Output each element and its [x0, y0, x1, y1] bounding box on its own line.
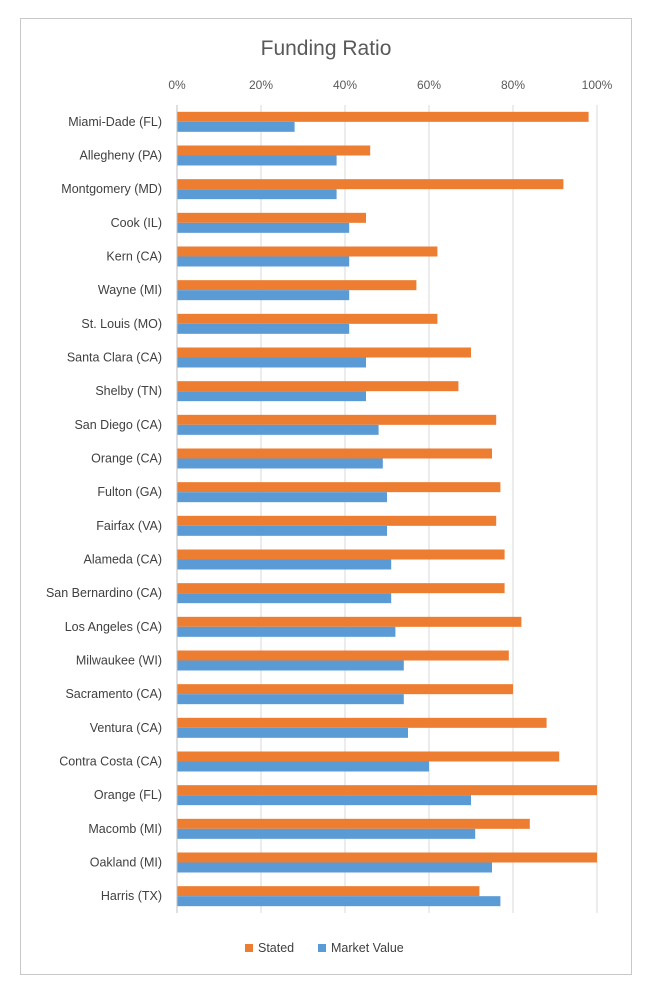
bar-market-value — [177, 458, 383, 469]
category-label: San Bernardino (CA) — [46, 586, 162, 600]
bar-stated — [177, 145, 371, 156]
x-tick-label: 40% — [333, 78, 357, 92]
category-label: St. Louis (MO) — [81, 317, 162, 331]
x-tick-label: 60% — [417, 78, 441, 92]
bar-stated — [177, 448, 492, 459]
bar-market-value — [177, 828, 476, 839]
bar-market-value — [177, 492, 387, 503]
category-label: Fulton (GA) — [97, 485, 162, 499]
bar-market-value — [177, 121, 295, 132]
category-label: Milwaukee (WI) — [76, 654, 162, 668]
bar-market-value — [177, 795, 471, 806]
chart-title: Funding Ratio — [261, 37, 392, 60]
x-tick-label: 100% — [582, 78, 613, 92]
bar-stated — [177, 886, 480, 897]
category-label: Macomb (MI) — [88, 822, 162, 836]
bar-stated — [177, 852, 597, 863]
category-label: Orange (CA) — [91, 452, 162, 466]
bar-market-value — [177, 694, 404, 705]
bar-market-value — [177, 155, 337, 166]
category-label: Allegheny (PA) — [80, 149, 162, 163]
bar-market-value — [177, 626, 396, 637]
bar-market-value — [177, 862, 492, 873]
bar-market-value — [177, 323, 350, 334]
category-label: Montgomery (MD) — [61, 182, 162, 196]
bar-market-value — [177, 222, 350, 233]
category-label: Orange (FL) — [94, 788, 162, 802]
bar-stated — [177, 549, 505, 560]
category-label: Los Angeles (CA) — [65, 620, 162, 634]
bar-stated — [177, 717, 547, 728]
category-label: San Diego (CA) — [74, 418, 162, 432]
bar-stated — [177, 246, 438, 257]
category-label: Santa Clara (CA) — [67, 351, 162, 365]
category-label: Sacramento (CA) — [65, 687, 162, 701]
bar-stated — [177, 684, 513, 695]
category-label: Alameda (CA) — [84, 553, 163, 567]
bar-market-value — [177, 525, 387, 536]
category-label: Ventura (CA) — [90, 721, 162, 735]
bar-stated — [177, 818, 530, 829]
bar-market-value — [177, 391, 366, 402]
bar-market-value — [177, 256, 350, 267]
category-label: Oakland (MI) — [90, 856, 162, 870]
bar-stated — [177, 482, 501, 493]
bar-market-value — [177, 593, 392, 604]
category-label: Harris (TX) — [101, 889, 162, 903]
category-label: Cook (IL) — [111, 216, 162, 230]
bar-stated — [177, 111, 589, 122]
bar-market-value — [177, 559, 392, 570]
bar-stated — [177, 381, 459, 392]
legend-label: Market Value — [331, 941, 404, 955]
bar-stated — [177, 751, 560, 762]
bar-stated — [177, 616, 522, 627]
x-tick-label: 0% — [168, 78, 186, 92]
x-axis-ticks: 0% 20% 40% 60% 80% 100% — [168, 78, 612, 92]
category-label: Fairfax (VA) — [96, 519, 162, 533]
bar-market-value — [177, 189, 337, 200]
bar-market-value — [177, 424, 379, 435]
legend-swatch — [245, 944, 253, 952]
bar-stated — [177, 650, 509, 661]
bar-stated — [177, 515, 497, 526]
bar-stated — [177, 414, 497, 425]
bar-market-value — [177, 896, 501, 907]
legend: Stated Market Value — [245, 941, 404, 955]
category-label: Miami-Dade (FL) — [68, 115, 162, 129]
category-label: Shelby (TN) — [95, 384, 162, 398]
bar-market-value — [177, 727, 408, 738]
bar-stated — [177, 179, 564, 190]
category-label: Wayne (MI) — [98, 283, 162, 297]
x-tick-label: 80% — [501, 78, 525, 92]
y-axis-labels: Miami-Dade (FL) Allegheny (PA) Montgomery … — [46, 115, 162, 903]
legend-label: Stated — [258, 941, 294, 955]
grid-lines — [260, 105, 598, 913]
x-tick-label: 20% — [249, 78, 273, 92]
bar-market-value — [177, 357, 366, 368]
bar-market-value — [177, 660, 404, 671]
legend-swatch — [318, 944, 326, 952]
bar-stated — [177, 347, 471, 358]
bar-stated — [177, 583, 505, 594]
bar-stated — [177, 280, 417, 291]
bar-market-value — [177, 290, 350, 301]
bar-stated — [177, 313, 438, 324]
bar-market-value — [177, 761, 429, 772]
category-label: Kern (CA) — [106, 250, 162, 264]
bars — [177, 111, 597, 907]
bar-stated — [177, 212, 366, 223]
bar-stated — [177, 785, 597, 796]
category-label: Contra Costa (CA) — [59, 755, 162, 769]
